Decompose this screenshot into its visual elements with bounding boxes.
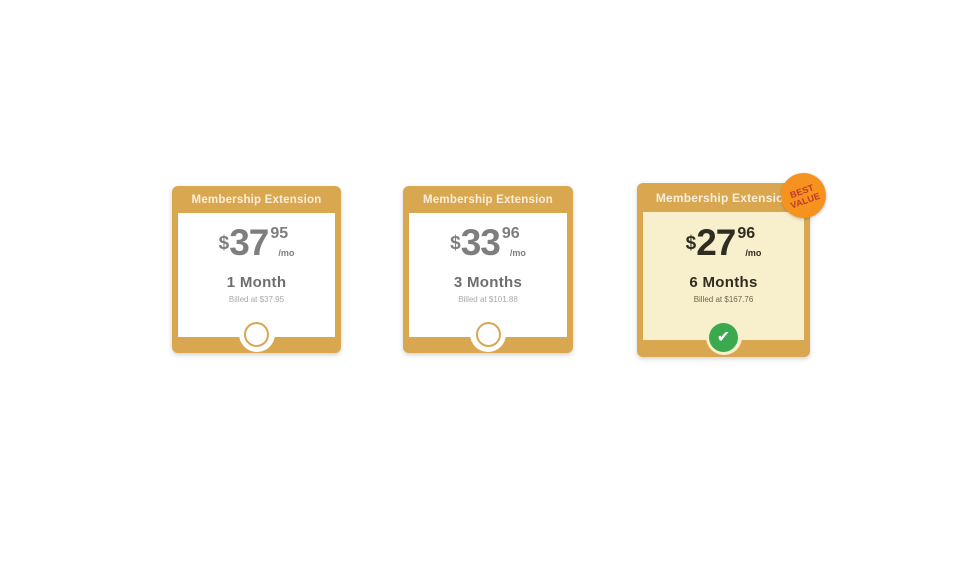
plan-card-3-months[interactable]: Membership Extension $ 33 96 /mo 3 Month… [403, 186, 573, 353]
plan-header: Membership Extension [655, 190, 792, 205]
plan-price: $ 27 96 /mo [643, 222, 804, 263]
plan-duration: 6 Months [689, 274, 758, 291]
plan-billed-note: Billed at $37.95 [228, 295, 285, 304]
price-cents: 95 [270, 225, 289, 242]
plan-card-1-month[interactable]: Membership Extension $ 37 95 /mo 1 Month… [172, 186, 341, 353]
price-per-month: /mo [745, 248, 762, 258]
price-per-month: /mo [509, 248, 526, 258]
plan-billed-note: Billed at $167.76 [693, 295, 754, 304]
plan-price: $ 33 96 /mo [409, 222, 567, 263]
plan-body: $ 27 96 /mo 6 Months Billed at $167.76 ✔ [643, 212, 804, 355]
plan-header: Membership Extension [191, 193, 322, 206]
plan-body: $ 37 95 /mo 1 Month Billed at $37.95 [178, 213, 335, 352]
plan-body: $ 33 96 /mo 3 Months Billed at $101.88 [409, 213, 567, 352]
check-icon[interactable]: ✔ [709, 322, 738, 352]
plan-billed-note: Billed at $101.88 [458, 295, 518, 304]
plan-header: Membership Extension [423, 193, 553, 206]
radio-notch [238, 316, 275, 352]
radio-notch [470, 316, 506, 352]
radio-notch: ✔ [705, 319, 742, 355]
plan-card-6-months[interactable]: Membership Extension $ 27 96 /mo 6 Month… [637, 166, 833, 357]
plan-price: $ 37 95 /mo [178, 222, 335, 263]
plan-duration: 1 Month [226, 274, 287, 291]
price-currency: $ [218, 233, 230, 254]
price-cents: 96 [501, 225, 520, 242]
price-currency: $ [450, 233, 461, 254]
price-per-month: /mo [278, 248, 295, 258]
price-cents: 96 [737, 225, 756, 242]
plan-duration: 3 Months [453, 274, 523, 291]
plan-radio-unselected[interactable] [244, 321, 269, 347]
plan-radio-unselected[interactable] [475, 321, 501, 347]
price-integer: 37 [229, 222, 269, 263]
price-integer: 33 [460, 222, 501, 263]
price-integer: 27 [696, 222, 736, 263]
price-currency: $ [685, 233, 697, 254]
